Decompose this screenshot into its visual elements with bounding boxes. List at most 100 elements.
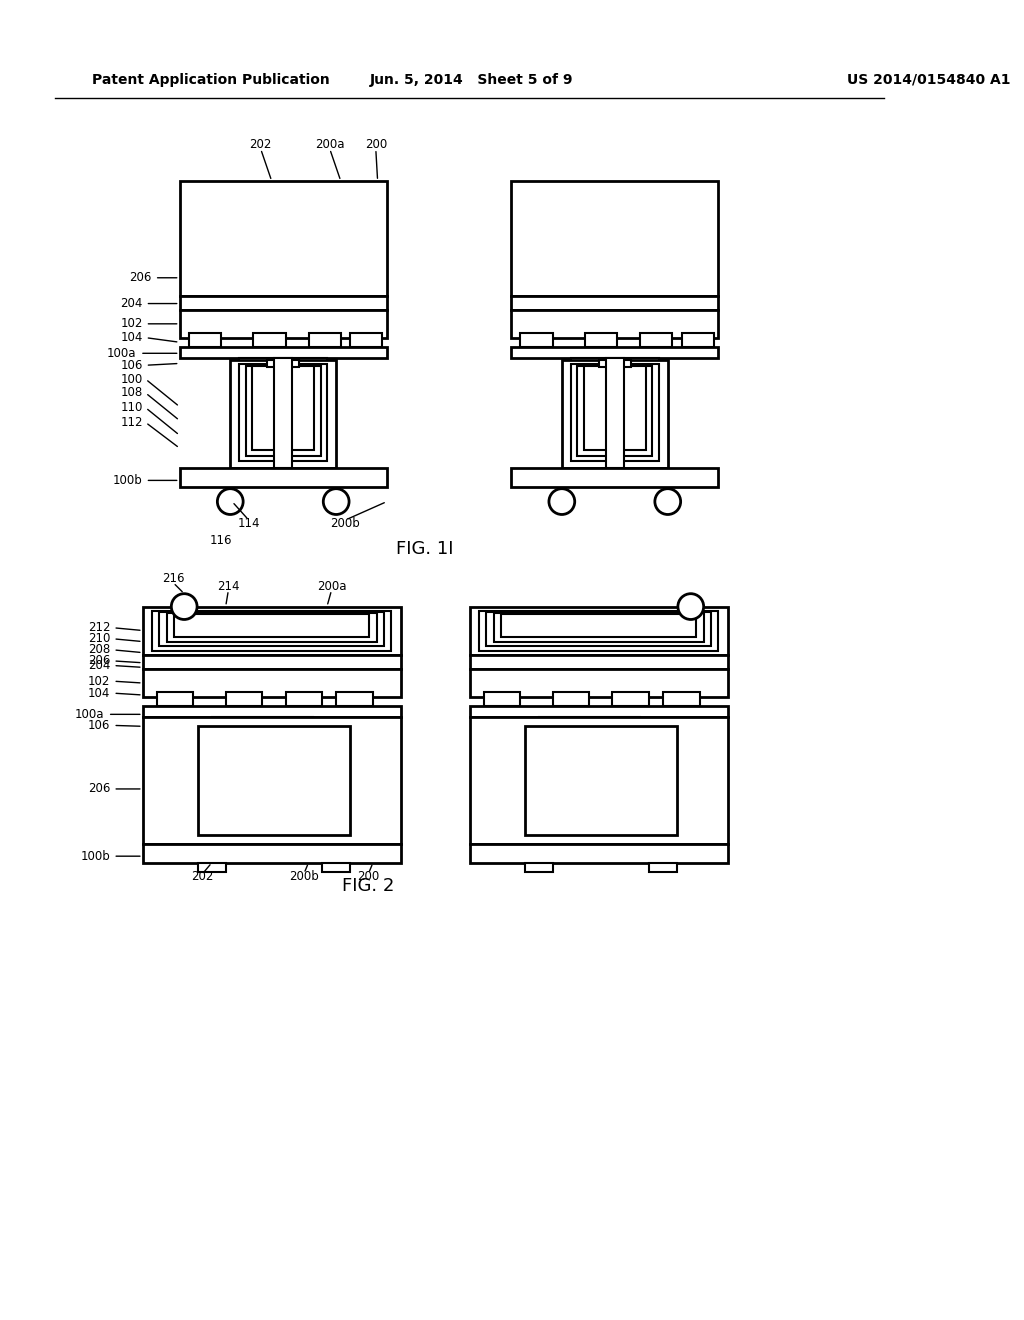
Bar: [682, 333, 714, 347]
Bar: [501, 614, 696, 638]
Text: 102: 102: [121, 317, 142, 330]
Bar: [142, 706, 400, 717]
Bar: [142, 656, 400, 669]
Text: 214: 214: [217, 579, 240, 593]
Text: 206: 206: [88, 655, 111, 668]
Bar: [179, 181, 387, 296]
Bar: [179, 347, 387, 358]
Bar: [167, 612, 377, 642]
Text: 206: 206: [88, 783, 111, 796]
Text: 200: 200: [365, 137, 387, 150]
Text: 100b: 100b: [113, 474, 142, 487]
Bar: [188, 333, 221, 347]
Bar: [470, 706, 728, 717]
Bar: [274, 358, 292, 469]
Text: 210: 210: [88, 632, 111, 645]
Bar: [511, 310, 719, 338]
Text: Jun. 5, 2014   Sheet 5 of 9: Jun. 5, 2014 Sheet 5 of 9: [370, 73, 573, 87]
Bar: [511, 181, 719, 296]
Bar: [253, 333, 286, 347]
Bar: [470, 656, 728, 669]
Text: Patent Application Publication: Patent Application Publication: [92, 73, 330, 87]
Bar: [470, 607, 728, 656]
Text: 108: 108: [121, 387, 142, 400]
Bar: [240, 358, 327, 367]
Bar: [584, 366, 646, 450]
Bar: [336, 692, 373, 706]
Bar: [198, 726, 350, 836]
Text: 200b: 200b: [331, 517, 360, 531]
Bar: [640, 333, 673, 347]
Text: 200a: 200a: [315, 137, 344, 150]
Text: 110: 110: [121, 401, 142, 414]
Bar: [179, 469, 387, 487]
Text: FIG. 2: FIG. 2: [342, 876, 394, 895]
Text: 104: 104: [121, 331, 142, 345]
Text: 100a: 100a: [106, 347, 136, 360]
Bar: [483, 692, 520, 706]
Bar: [142, 845, 400, 863]
Text: 116: 116: [210, 533, 232, 546]
Text: 106: 106: [88, 719, 111, 731]
Text: 204: 204: [121, 297, 142, 310]
Bar: [585, 333, 617, 347]
Bar: [267, 360, 299, 367]
Bar: [286, 692, 323, 706]
Text: 104: 104: [88, 686, 111, 700]
Bar: [323, 863, 350, 871]
Bar: [160, 612, 384, 647]
Bar: [511, 296, 719, 310]
Text: 206: 206: [130, 272, 152, 284]
Circle shape: [655, 488, 681, 515]
Text: 200b: 200b: [289, 870, 318, 883]
Bar: [470, 717, 728, 845]
Bar: [179, 296, 387, 310]
Circle shape: [171, 594, 197, 619]
Bar: [308, 333, 341, 347]
Bar: [152, 611, 391, 651]
Bar: [230, 360, 336, 469]
Bar: [511, 469, 719, 487]
Circle shape: [549, 488, 574, 515]
Bar: [470, 669, 728, 697]
Bar: [571, 358, 658, 367]
Bar: [179, 310, 387, 338]
Bar: [212, 717, 313, 726]
Bar: [539, 717, 640, 726]
Text: US 2014/0154840 A1: US 2014/0154840 A1: [847, 73, 1011, 87]
Bar: [246, 366, 321, 455]
Text: 100a: 100a: [75, 708, 104, 721]
Text: 212: 212: [88, 622, 111, 635]
Bar: [525, 726, 677, 836]
Bar: [612, 692, 649, 706]
Bar: [553, 692, 590, 706]
Bar: [606, 358, 624, 469]
Bar: [225, 692, 262, 706]
Circle shape: [324, 488, 349, 515]
Bar: [562, 360, 668, 469]
Bar: [494, 612, 703, 642]
Bar: [142, 717, 400, 845]
Bar: [486, 612, 711, 647]
Bar: [142, 669, 400, 697]
Bar: [599, 360, 631, 367]
Text: 202: 202: [191, 870, 214, 883]
Bar: [511, 347, 719, 358]
Bar: [252, 366, 314, 450]
Bar: [198, 863, 225, 871]
Bar: [479, 611, 719, 651]
Bar: [525, 863, 553, 871]
Text: 208: 208: [88, 643, 111, 656]
Text: 204: 204: [88, 659, 111, 672]
Bar: [470, 845, 728, 863]
Bar: [571, 364, 658, 461]
Bar: [649, 863, 677, 871]
Text: 114: 114: [238, 517, 260, 531]
Text: 200a: 200a: [316, 579, 346, 593]
Bar: [578, 366, 652, 455]
Bar: [664, 692, 700, 706]
Text: 112: 112: [120, 416, 142, 429]
Text: 100b: 100b: [81, 850, 111, 863]
Text: 100: 100: [121, 372, 142, 385]
Bar: [350, 333, 382, 347]
